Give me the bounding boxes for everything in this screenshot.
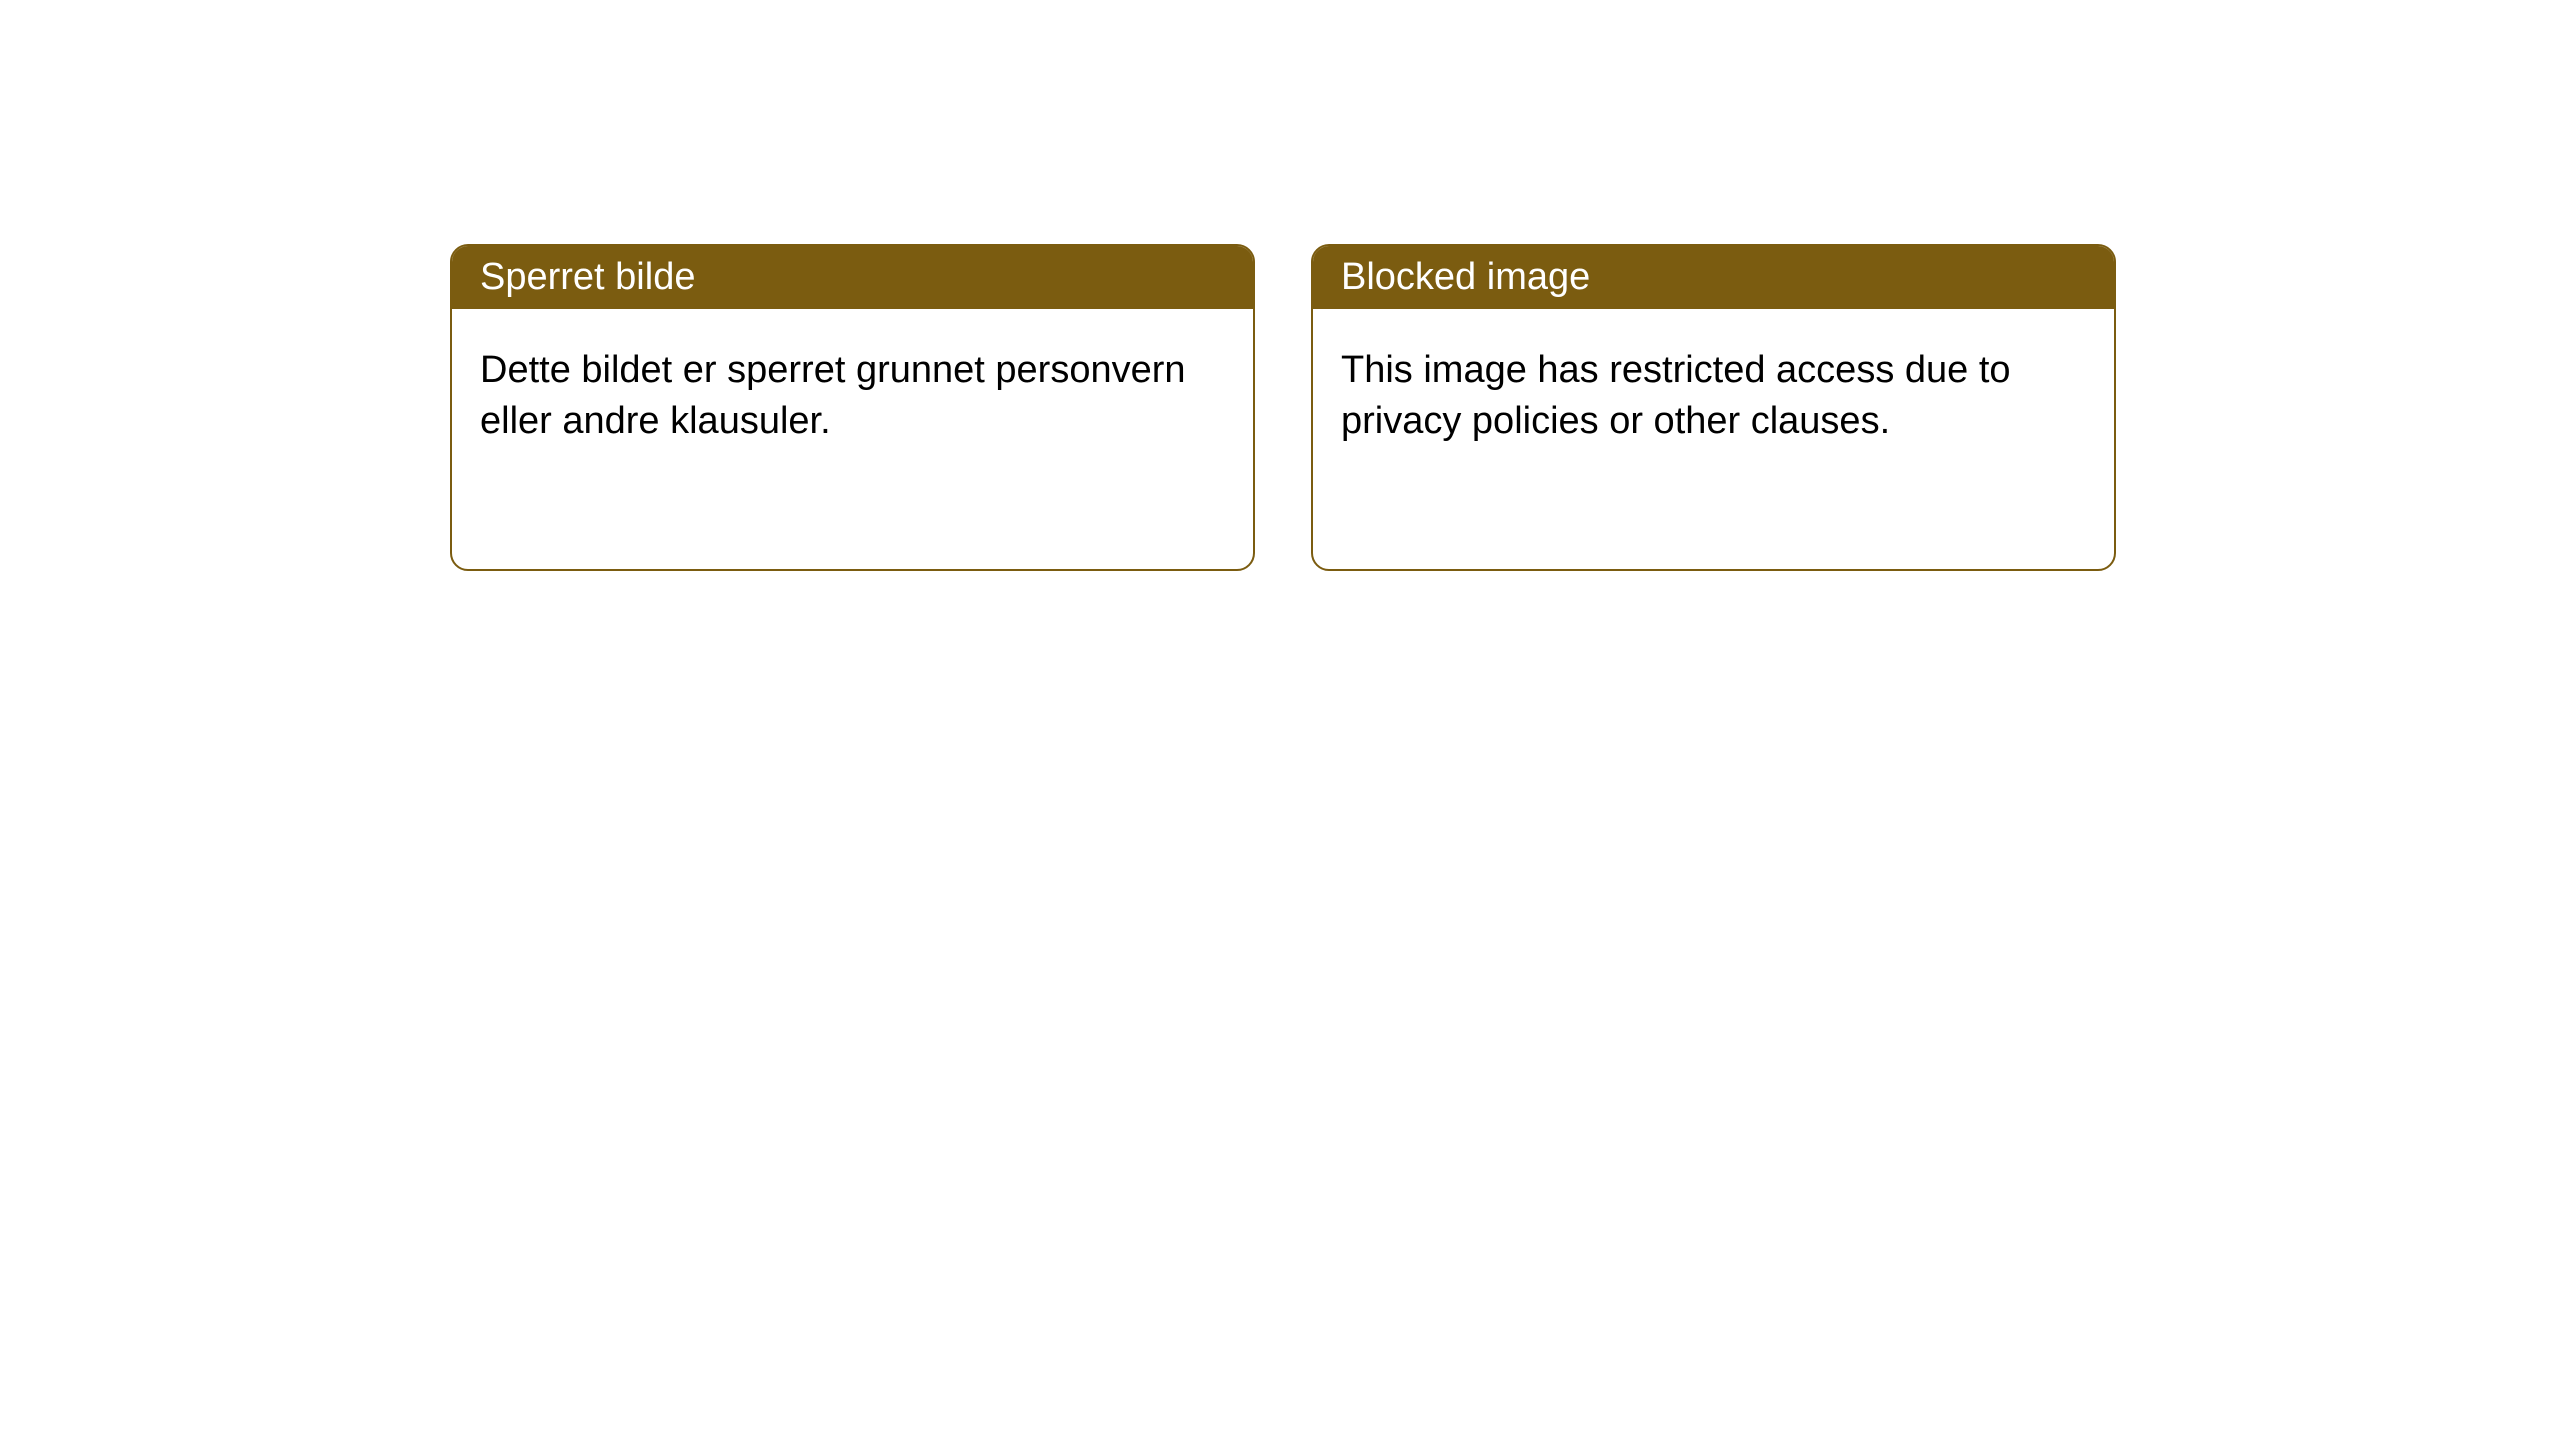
card-title: Sperret bilde xyxy=(452,246,1253,309)
card-title: Blocked image xyxy=(1313,246,2114,309)
card-body: This image has restricted access due to … xyxy=(1313,309,2114,569)
card-body: Dette bildet er sperret grunnet personve… xyxy=(452,309,1253,569)
notice-container: Sperret bilde Dette bildet er sperret gr… xyxy=(0,0,2560,571)
notice-card-norwegian: Sperret bilde Dette bildet er sperret gr… xyxy=(450,244,1255,571)
notice-card-english: Blocked image This image has restricted … xyxy=(1311,244,2116,571)
